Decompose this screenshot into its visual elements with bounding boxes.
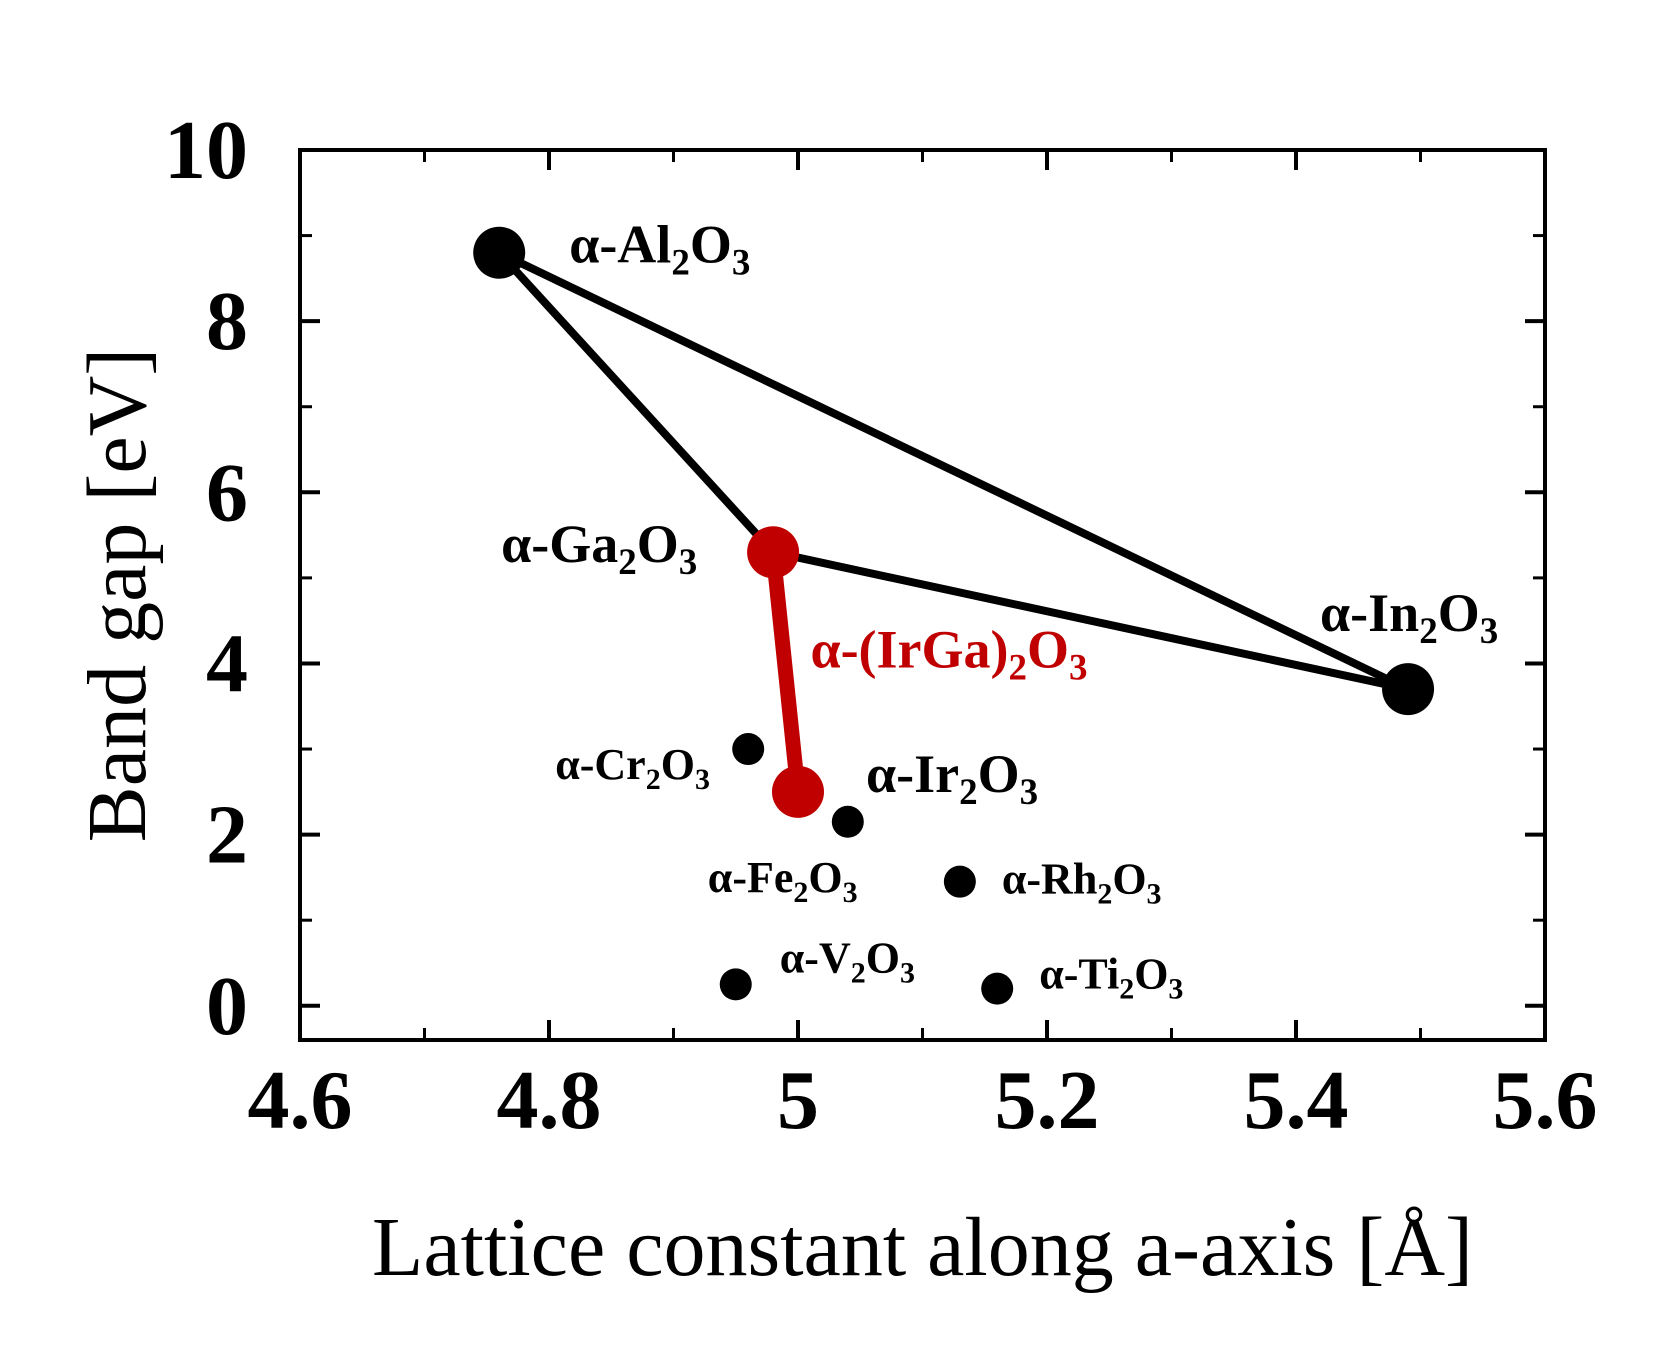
line-(IrGa)2O3	[765, 544, 806, 800]
line-Ga2O3-In2O3	[769, 548, 1413, 694]
data-points	[473, 226, 1435, 1005]
label-α-Ir2O3: α-Ir2O3	[866, 744, 1038, 813]
point-α-Ir2O3	[772, 765, 824, 818]
x-tick-label: 5.2	[995, 1054, 1100, 1147]
label-α-Fe2O3: α-Fe2O3	[708, 853, 858, 909]
x-tick-label: 5.6	[1493, 1054, 1598, 1147]
line-Al2O3-Ga2O3	[495, 248, 778, 557]
point-α-V2O3	[719, 968, 752, 1001]
x-tick-label: 5.4	[1244, 1054, 1349, 1147]
y-axis-title: Band gap [eV]	[71, 348, 164, 842]
label-α-Cr2O3: α-Cr2O3	[555, 740, 710, 796]
label-α-Ti2O3: α-Ti2O3	[1039, 950, 1183, 1006]
label-α-In2O3: α-In2O3	[1320, 583, 1498, 652]
point-α-Al2O3	[473, 226, 526, 279]
x-tick-label: 5	[777, 1054, 819, 1147]
y-tick-label: 8	[206, 275, 248, 368]
line-Al2O3-In2O3	[495, 248, 1413, 694]
label-α-Al2O3: α-Al2O3	[569, 215, 750, 284]
point-α-Ga2O3	[747, 526, 800, 579]
label-α-Ga2O3: α-Ga2O3	[501, 514, 697, 583]
y-tick-label: 4	[206, 617, 248, 710]
y-tick-label: 6	[206, 446, 248, 539]
axis-ticks: 4.6 4.8 5 5.2 5.4 5.6 0 2 4 6 8 10	[164, 104, 1598, 1147]
label-α-(IrGa)2O3: α-(IrGa)2O3	[810, 620, 1087, 689]
point-labels: α-Al2O3 α-In2O3 α-Ga2O3 α-Ir2O3 α-Cr2O3 α-Fe2…	[501, 215, 1498, 1006]
y-tick-label: 10	[164, 104, 248, 197]
label-α-Rh2O3: α-Rh2O3	[1002, 855, 1162, 911]
label-α-V2O3: α-V2O3	[780, 933, 915, 989]
x-tick-label: 4.6	[248, 1054, 353, 1147]
point-α-Fe2O3	[831, 805, 864, 838]
point-α-Rh2O3	[943, 865, 976, 898]
point-α-Cr2O3	[732, 733, 765, 766]
y-tick-label: 0	[206, 960, 248, 1053]
point-α-Ti2O3	[981, 972, 1014, 1005]
connection-lines	[495, 248, 1413, 800]
x-tick-label: 4.8	[497, 1054, 602, 1147]
point-α-In2O3	[1382, 663, 1435, 716]
x-axis-title: Lattice constant along a-axis [Å]	[372, 1201, 1473, 1294]
y-tick-label: 2	[206, 789, 248, 882]
